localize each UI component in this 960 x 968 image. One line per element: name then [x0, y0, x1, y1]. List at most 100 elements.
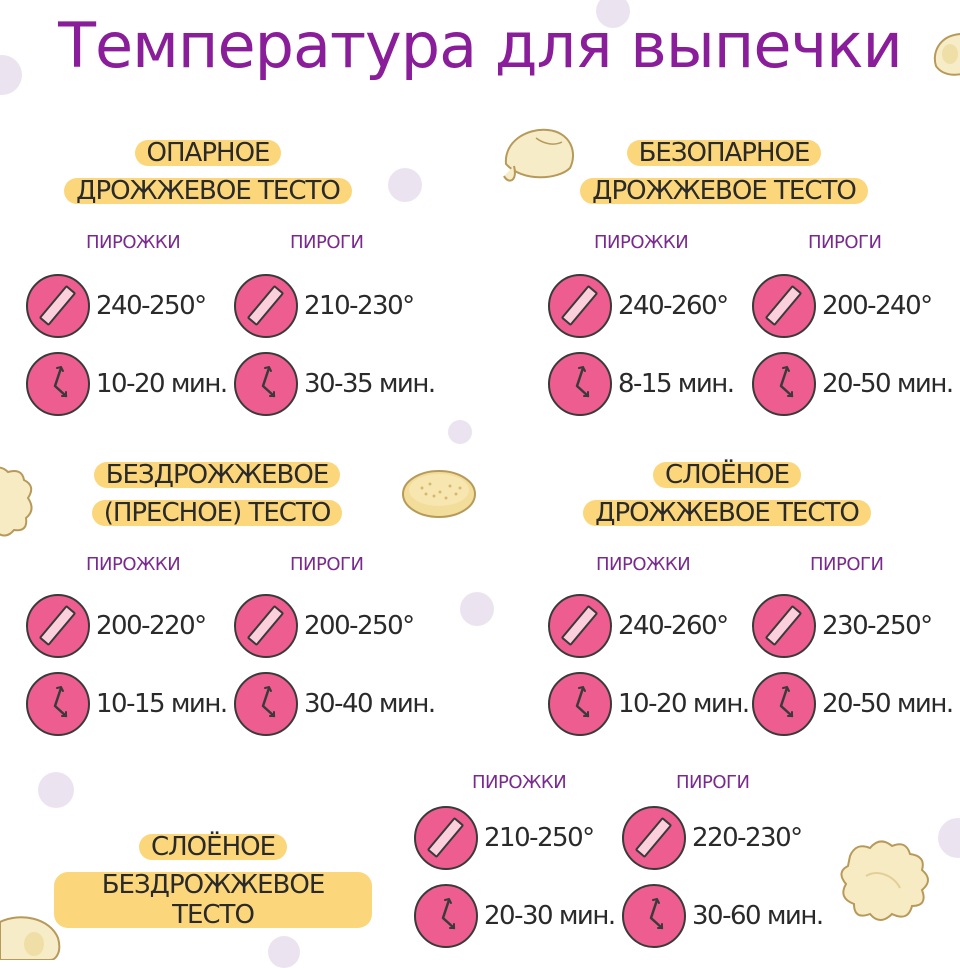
category-label-pirogi: ПИРОГИ	[810, 554, 884, 575]
category-label-pirogi: ПИРОГИ	[676, 772, 750, 793]
section-heading-line: БЕЗДРОЖЖЕВОЕ	[93, 460, 340, 490]
dumpling-illustration	[933, 33, 960, 76]
category-label-pirogi: ПИРОГИ	[290, 232, 364, 253]
category-label-pirogi: ПИРОГИ	[808, 232, 882, 253]
section-heading: СЛОЁНОЕ ДРОЖЖЕВОЕ ТЕСТО	[582, 460, 872, 528]
temperature-entry: 200-220°	[26, 594, 207, 658]
time-value: 8-15 мин.	[618, 369, 735, 399]
temperature-entry: 210-250°	[414, 806, 595, 870]
flatbread-illustration	[402, 470, 476, 518]
temperature-value: 240-260°	[618, 611, 729, 641]
thermometer-icon	[26, 274, 90, 338]
category-label-pirogi: ПИРОГИ	[290, 554, 364, 575]
temperature-value: 210-230°	[304, 291, 415, 321]
temperature-entry: 200-240°	[752, 274, 933, 338]
time-entry: 10-20 мин.	[26, 352, 228, 416]
section-heading: ОПАРНОЕ ДРОЖЖЕВОЕ ТЕСТО	[64, 138, 352, 206]
decor-dot	[448, 420, 472, 444]
section-heading-line: СЛОЁНОЕ	[138, 832, 288, 862]
decor-dot	[0, 55, 22, 95]
thermometer-icon	[414, 806, 478, 870]
section-heading-line: БЕЗОПАРНОЕ	[626, 138, 822, 168]
section-heading-line: БЕЗДРОЖЖЕВОЕ ТЕСТО	[54, 870, 372, 930]
temperature-entry: 240-260°	[548, 594, 729, 658]
thermometer-icon	[752, 594, 816, 658]
section-heading-line: ОПАРНОЕ	[134, 138, 282, 168]
temperature-value: 220-230°	[692, 823, 803, 853]
temperature-entry: 230-250°	[752, 594, 933, 658]
temperature-value: 210-250°	[484, 823, 595, 853]
dumpling-illustration	[0, 916, 61, 960]
category-label-pirozhki: ПИРОЖКИ	[596, 554, 691, 575]
section-heading-line: ДРОЖЖЕВОЕ ТЕСТО	[583, 498, 871, 528]
time-entry: 10-20 мин.	[548, 672, 750, 736]
time-entry: 30-60 мин.	[622, 884, 824, 948]
section-heading-line: ДРОЖЖЕВОЕ ТЕСТО	[64, 176, 352, 206]
temperature-value: 230-250°	[822, 611, 933, 641]
time-value: 10-20 мин.	[618, 689, 750, 719]
dumpling-illustration	[503, 128, 575, 182]
cookie-illustration	[840, 840, 929, 921]
clock-icon	[26, 352, 90, 416]
clock-icon	[622, 884, 686, 948]
clock-icon	[26, 672, 90, 736]
time-value: 10-15 мин.	[96, 689, 228, 719]
clock-icon	[752, 352, 816, 416]
clock-icon	[548, 352, 612, 416]
time-value: 30-35 мин.	[304, 369, 436, 399]
decor-dot	[596, 0, 630, 28]
clock-icon	[234, 672, 298, 736]
section-heading: БЕЗДРОЖЖЕВОЕ (ПРЕСНОЕ) ТЕСТО	[72, 460, 362, 528]
temperature-entry: 240-260°	[548, 274, 729, 338]
thermometer-icon	[234, 274, 298, 338]
decor-dot	[268, 936, 300, 968]
time-value: 20-50 мин.	[822, 369, 954, 399]
section-heading: БЕЗОПАРНОЕ ДРОЖЖЕВОЕ ТЕСТО	[580, 138, 868, 206]
category-label-pirozhki: ПИРОЖКИ	[86, 232, 181, 253]
section-heading-line: ДРОЖЖЕВОЕ ТЕСТО	[580, 176, 868, 206]
time-entry: 30-35 мин.	[234, 352, 436, 416]
time-entry: 10-15 мин.	[26, 672, 228, 736]
temperature-entry: 210-230°	[234, 274, 415, 338]
time-entry: 20-30 мин.	[414, 884, 616, 948]
time-value: 30-60 мин.	[692, 901, 824, 931]
thermometer-icon	[548, 594, 612, 658]
temperature-value: 200-220°	[96, 611, 207, 641]
temperature-entry: 200-250°	[234, 594, 415, 658]
time-value: 30-40 мин.	[304, 689, 436, 719]
decor-dot	[388, 168, 422, 202]
clock-icon	[414, 884, 478, 948]
thermometer-icon	[234, 594, 298, 658]
thermometer-icon	[752, 274, 816, 338]
section-heading: СЛОЁНОЕ БЕЗДРОЖЖЕВОЕ ТЕСТО	[54, 832, 372, 930]
time-entry: 20-50 мин.	[752, 672, 954, 736]
cookie-illustration	[0, 466, 33, 537]
temperature-value: 200-250°	[304, 611, 415, 641]
page-title: Температура для выпечки	[58, 9, 903, 82]
category-label-pirozhki: ПИРОЖКИ	[86, 554, 181, 575]
decor-dot	[38, 772, 74, 808]
temperature-value: 240-260°	[618, 291, 729, 321]
decor-dot	[460, 592, 494, 626]
clock-icon	[752, 672, 816, 736]
category-label-pirozhki: ПИРОЖКИ	[472, 772, 567, 793]
decor-dot	[938, 818, 960, 858]
thermometer-icon	[622, 806, 686, 870]
temperature-entry: 220-230°	[622, 806, 803, 870]
time-entry: 8-15 мин.	[548, 352, 735, 416]
time-value: 10-20 мин.	[96, 369, 228, 399]
time-value: 20-50 мин.	[822, 689, 954, 719]
temperature-entry: 240-250°	[26, 274, 207, 338]
thermometer-icon	[26, 594, 90, 658]
time-value: 20-30 мин.	[484, 901, 616, 931]
section-heading-line: СЛОЁНОЕ	[652, 460, 802, 490]
category-label-pirozhki: ПИРОЖКИ	[594, 232, 689, 253]
thermometer-icon	[548, 274, 612, 338]
clock-icon	[548, 672, 612, 736]
time-entry: 20-50 мин.	[752, 352, 954, 416]
clock-icon	[234, 352, 298, 416]
temperature-value: 240-250°	[96, 291, 207, 321]
time-entry: 30-40 мин.	[234, 672, 436, 736]
temperature-value: 200-240°	[822, 291, 933, 321]
section-heading-line: (ПРЕСНОЕ) ТЕСТО	[91, 498, 342, 528]
